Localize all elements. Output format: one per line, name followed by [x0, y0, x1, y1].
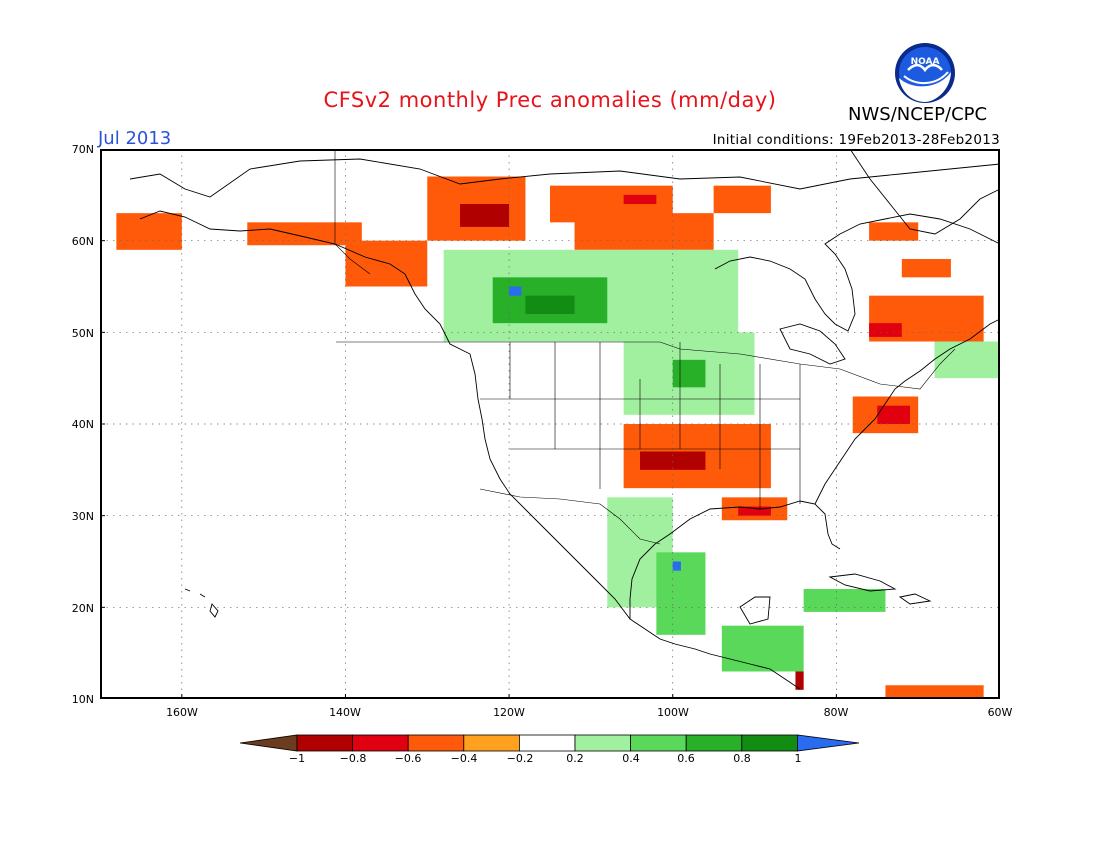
anomaly-cuba-wet	[803, 589, 886, 612]
colorbar	[240, 734, 860, 752]
colorbar-arrow-high	[797, 734, 860, 752]
lon-label-160w: 160W	[166, 706, 198, 719]
anomaly-plains-core-wet	[672, 359, 706, 388]
chart-title: CFSv2 monthly Prec anomalies (mm/day)	[323, 88, 777, 112]
alaska-canada-border	[334, 149, 371, 275]
us-east-coastline	[814, 318, 1000, 505]
state-borders	[480, 342, 801, 509]
lon-label-140w: 140W	[329, 706, 361, 719]
lon-label-60w: 60W	[987, 706, 1013, 719]
lat-label-70n: 70N	[71, 143, 94, 156]
anomaly-panama-dry	[795, 671, 804, 690]
map-svg	[100, 149, 1000, 699]
great-lakes	[779, 323, 846, 365]
colorbar-box-4	[463, 734, 520, 752]
lon-label-120w: 120W	[493, 706, 525, 719]
colorbar-label-neg0-2: −0.2	[506, 752, 534, 765]
hawaii-islands	[184, 588, 219, 618]
anomaly-layer	[116, 176, 1000, 699]
anomaly-canada-central-dry	[574, 213, 714, 250]
anomaly-northeast-core-dry	[877, 405, 910, 424]
anomaly-canada-local-max-wet	[509, 286, 522, 296]
colorbar-label-1: 1	[794, 752, 802, 765]
anomaly-quebec-core-dry	[869, 323, 902, 337]
grid-layer	[100, 149, 1000, 699]
forecast-month: Jul 2013	[98, 128, 172, 149]
us-mexico-border	[479, 488, 661, 545]
colorbar-box-5	[518, 734, 576, 752]
colorbar-box-2	[352, 734, 409, 752]
colorbar-label-0-4: 0.4	[622, 752, 640, 765]
anomaly-hudson-north-dry	[713, 185, 771, 214]
noaa-logo-icon: NOAA	[895, 43, 955, 103]
anomaly-caribbean-dry	[885, 685, 984, 699]
coastline-layer	[129, 149, 1000, 690]
anomaly-greenland-coast-dry	[869, 222, 919, 241]
north-america-coastline	[139, 210, 801, 690]
arctic-coastline	[129, 158, 1000, 198]
border-layer	[334, 149, 956, 545]
lat-label-60n: 60N	[71, 235, 94, 248]
us-canada-border	[336, 341, 956, 390]
lat-label-50n: 50N	[71, 327, 94, 340]
anomaly-bc-coast-dry	[345, 240, 428, 287]
anomaly-yukon-core-dry	[460, 204, 510, 227]
colorbar-box-1	[296, 734, 353, 752]
anomaly-gulf-coast-core-dry	[738, 506, 771, 516]
colorbar-box-6	[574, 734, 631, 752]
hudson-bay-coastline	[714, 213, 1000, 332]
colorbar-label-0-6: 0.6	[677, 752, 695, 765]
colorbar-arrow-low	[240, 734, 298, 752]
colorbar-box-7	[630, 734, 687, 752]
greenland-coastline	[849, 149, 1000, 235]
colorbar-label-neg1: −1	[288, 752, 306, 765]
colorbar-box-8	[685, 734, 743, 752]
lat-label-30n: 30N	[71, 510, 94, 523]
noaa-logo-text: NOAA	[911, 57, 940, 67]
map-panel	[100, 149, 1000, 699]
anomaly-alaska-south-dry	[247, 222, 362, 246]
colorbar-label-0-2: 0.2	[566, 752, 584, 765]
map-frame	[100, 149, 1000, 699]
colorbar-label-0-8: 0.8	[733, 752, 751, 765]
lat-label-10n: 10N	[71, 693, 94, 706]
agency-label: NWS/NCEP/CPC	[848, 104, 988, 125]
hispaniola-coastline	[898, 593, 932, 605]
anomaly-canada-core-strong-wet	[525, 295, 575, 314]
anomaly-southern-plains-core-dry	[640, 451, 706, 470]
colorbar-label-neg0-8: −0.8	[339, 752, 367, 765]
anomaly-central-america-wet	[721, 625, 804, 672]
initial-conditions: Initial conditions: 19Feb2013-28Feb2013	[712, 132, 1000, 148]
lon-label-100w: 100W	[657, 706, 689, 719]
lat-label-20n: 20N	[71, 602, 94, 615]
colorbar-box-9	[741, 734, 798, 752]
anomaly-labrador-dry	[901, 259, 951, 278]
cuba-coastline	[828, 573, 897, 592]
colorbar-label-neg0-6: −0.6	[394, 752, 422, 765]
anomaly-alaska-west-dry	[116, 213, 182, 250]
gulf-coastline	[629, 500, 841, 619]
yucatan-coastline	[739, 596, 771, 625]
lat-label-40n: 40N	[71, 418, 94, 431]
colorbar-label-neg0-4: −0.4	[450, 752, 478, 765]
anomaly-mexico-local-max-wet	[672, 561, 681, 571]
anomaly-nwt-core-dry	[623, 194, 657, 204]
lon-label-80w: 80W	[823, 706, 849, 719]
colorbar-box-3	[407, 734, 465, 752]
anomaly-maritimes-wet	[934, 341, 1000, 379]
